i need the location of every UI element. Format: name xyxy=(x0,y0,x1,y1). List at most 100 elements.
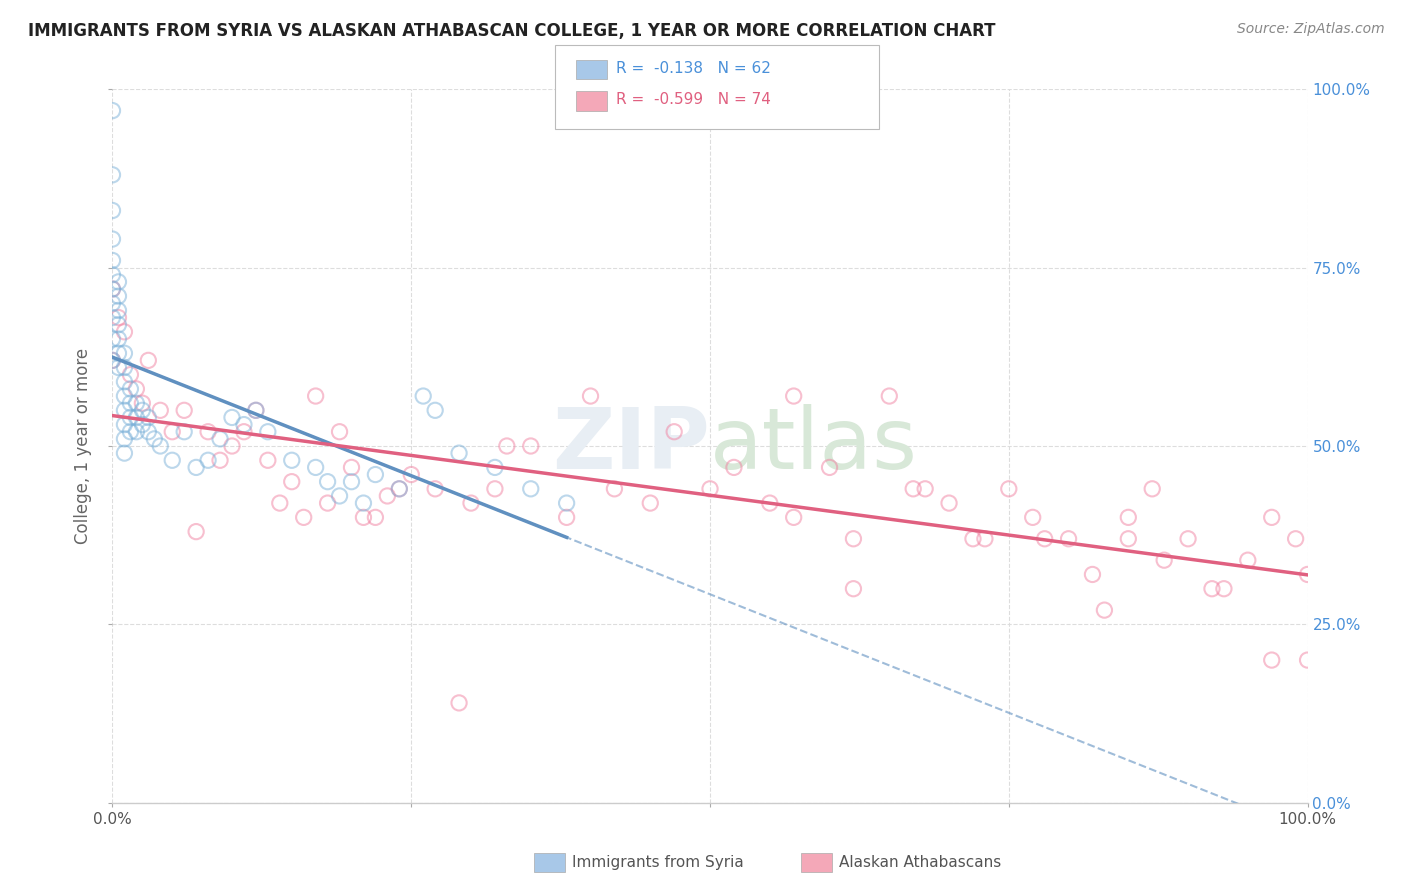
Point xyxy=(245,403,267,417)
Text: atlas: atlas xyxy=(710,404,918,488)
Point xyxy=(245,403,267,417)
Point xyxy=(221,410,243,425)
Point xyxy=(197,453,219,467)
Point xyxy=(401,467,423,482)
Point xyxy=(114,346,135,360)
Point xyxy=(114,403,135,417)
Point xyxy=(388,482,411,496)
Point xyxy=(209,453,232,467)
Point xyxy=(1033,532,1056,546)
Point xyxy=(555,496,578,510)
Point xyxy=(316,496,339,510)
Point xyxy=(364,467,387,482)
Point xyxy=(107,360,129,375)
Point xyxy=(114,446,135,460)
Point xyxy=(782,389,804,403)
Point xyxy=(520,439,543,453)
Point xyxy=(447,446,470,460)
Point xyxy=(305,460,328,475)
Point xyxy=(257,453,280,467)
Point xyxy=(496,439,519,453)
Text: Immigrants from Syria: Immigrants from Syria xyxy=(572,855,744,870)
Point xyxy=(131,403,153,417)
Point xyxy=(938,496,960,510)
Point xyxy=(107,346,129,360)
Point xyxy=(138,353,160,368)
Point xyxy=(1296,653,1319,667)
Point xyxy=(903,482,925,496)
Point xyxy=(723,460,745,475)
Point xyxy=(107,303,129,318)
Point xyxy=(1201,582,1223,596)
Point xyxy=(640,496,662,510)
Point xyxy=(1237,553,1260,567)
Point xyxy=(138,410,160,425)
Point xyxy=(173,425,195,439)
Point xyxy=(1118,532,1140,546)
Point xyxy=(484,482,506,496)
Point xyxy=(101,253,124,268)
Point xyxy=(1261,510,1284,524)
Point xyxy=(107,332,129,346)
Point xyxy=(120,382,142,396)
Point xyxy=(914,482,936,496)
Point xyxy=(484,460,506,475)
Y-axis label: College, 1 year or more: College, 1 year or more xyxy=(75,348,93,544)
Point xyxy=(340,460,363,475)
Point xyxy=(352,510,374,524)
Point xyxy=(101,268,124,282)
Point xyxy=(699,482,721,496)
Point xyxy=(101,310,124,325)
Point xyxy=(149,403,172,417)
Point xyxy=(162,453,183,467)
Point xyxy=(269,496,291,510)
Point xyxy=(1094,603,1116,617)
Point xyxy=(425,403,447,417)
Point xyxy=(107,289,129,303)
Point xyxy=(120,425,142,439)
Point xyxy=(281,453,304,467)
Point xyxy=(1118,510,1140,524)
Point xyxy=(143,432,166,446)
Point xyxy=(107,310,129,325)
Point xyxy=(782,510,804,524)
Text: Alaskan Athabascans: Alaskan Athabascans xyxy=(839,855,1001,870)
Point xyxy=(125,410,148,425)
Point xyxy=(388,482,411,496)
Point xyxy=(101,203,124,218)
Point xyxy=(101,103,124,118)
Point xyxy=(292,510,315,524)
Point xyxy=(316,475,339,489)
Point xyxy=(1177,532,1199,546)
Point xyxy=(162,425,183,439)
Point xyxy=(101,353,124,368)
Point xyxy=(101,282,124,296)
Point xyxy=(221,439,243,453)
Point xyxy=(257,425,280,439)
Point xyxy=(1261,653,1284,667)
Point xyxy=(759,496,782,510)
Point xyxy=(114,417,135,432)
Point xyxy=(186,460,208,475)
Point xyxy=(664,425,686,439)
Point xyxy=(842,532,865,546)
Point xyxy=(974,532,997,546)
Point xyxy=(340,475,363,489)
Point xyxy=(138,425,160,439)
Point xyxy=(879,389,901,403)
Point xyxy=(412,389,434,403)
Point xyxy=(114,432,135,446)
Point xyxy=(579,389,602,403)
Text: ZIP: ZIP xyxy=(553,404,710,488)
Point xyxy=(1296,567,1319,582)
Point xyxy=(101,232,124,246)
Point xyxy=(447,696,470,710)
Point xyxy=(114,375,135,389)
Point xyxy=(377,489,399,503)
Point xyxy=(197,425,219,439)
Point xyxy=(101,168,124,182)
Point xyxy=(520,482,543,496)
Point xyxy=(842,582,865,596)
Point xyxy=(101,332,124,346)
Point xyxy=(818,460,841,475)
